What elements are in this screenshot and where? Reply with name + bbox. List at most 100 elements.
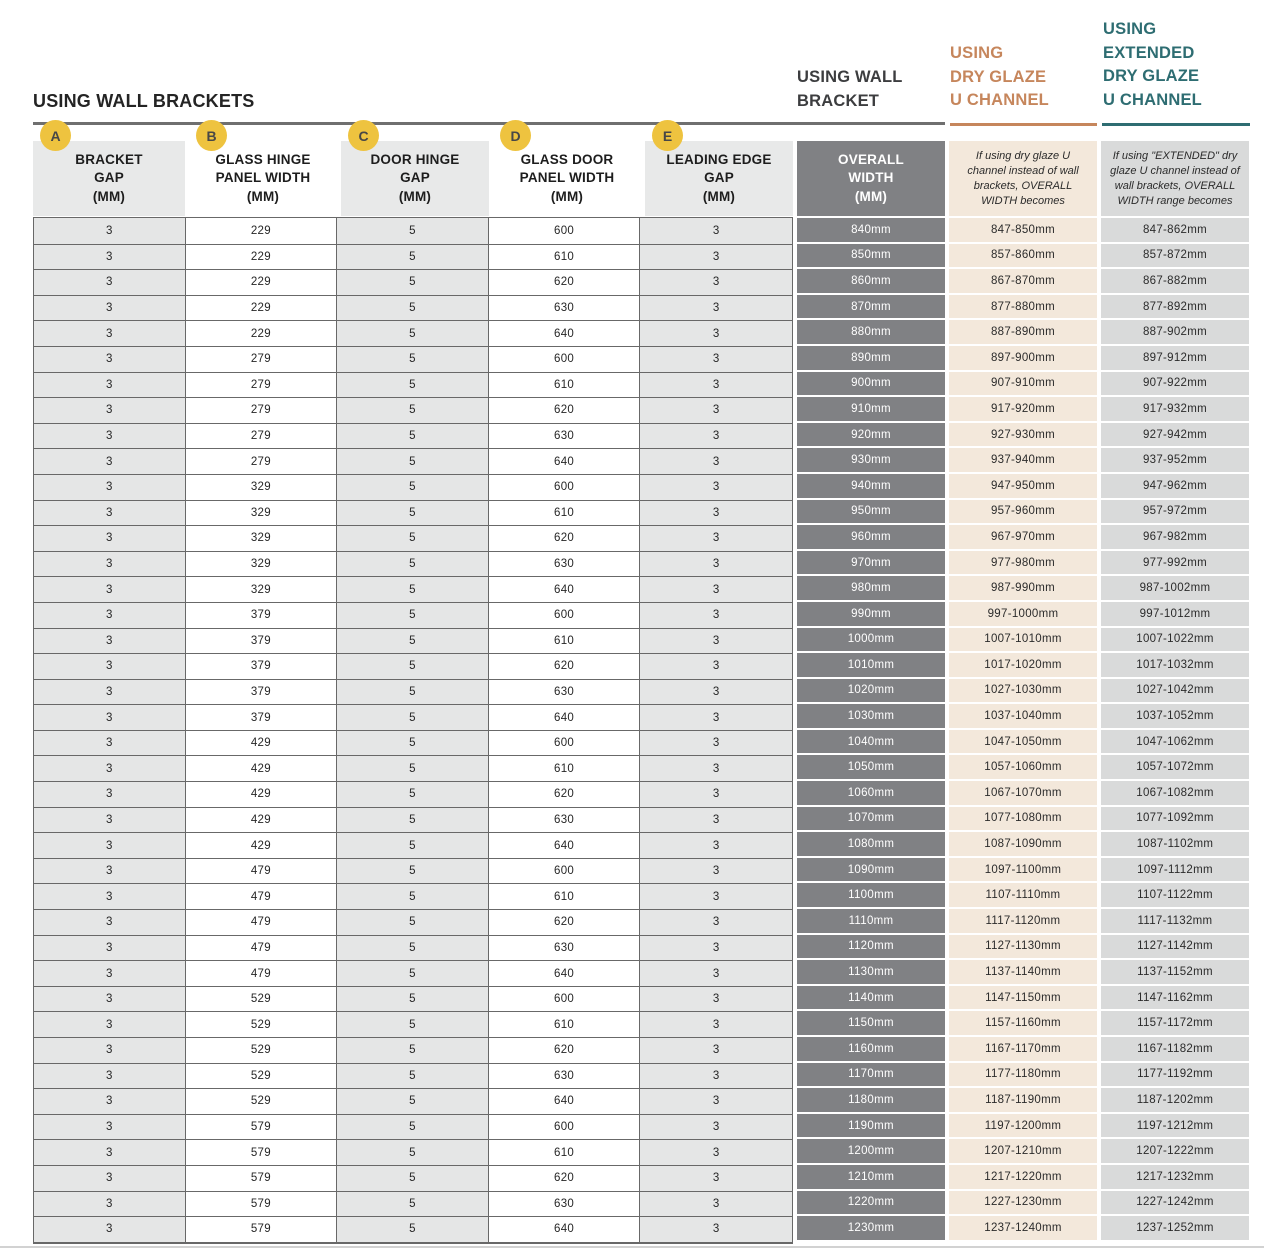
cell-door-hinge-gap: 5 xyxy=(337,577,489,602)
cell-leading-edge-gap: 3 xyxy=(640,526,792,551)
cell-extended-dry-glaze-width: 887-902mm xyxy=(1101,320,1249,346)
cell-glass-door-panel-width: 630 xyxy=(488,935,641,961)
cell-door-hinge-gap: 5 xyxy=(337,1089,489,1114)
cell-extended-dry-glaze-width: 1057-1072mm xyxy=(1101,755,1249,782)
cell-glass-hinge-panel-width: 229 xyxy=(185,321,338,346)
cell-glass-hinge-panel-width: 479 xyxy=(185,935,338,961)
cell-glass-hinge-panel-width: 579 xyxy=(185,1191,338,1217)
cell-bracket-gap: 3 xyxy=(34,449,186,474)
cell-extended-dry-glaze-width: 1047-1062mm xyxy=(1101,729,1249,756)
cell-bracket-gap: 3 xyxy=(34,1038,186,1063)
table-row: 3 329 5 600 3 xyxy=(34,473,792,500)
cell-glass-hinge-panel-width: 279 xyxy=(185,346,338,372)
cell-leading-edge-gap: 3 xyxy=(640,1012,792,1037)
cell-bracket-gap: 3 xyxy=(34,295,186,321)
table-row: 3 279 5 640 3 xyxy=(34,448,792,474)
cell-door-hinge-gap: 5 xyxy=(337,398,489,423)
cell-glass-hinge-panel-width: 579 xyxy=(185,1217,338,1242)
cell-overall-width: 1180mm xyxy=(797,1088,945,1114)
divider-wall-brackets xyxy=(33,122,945,125)
cell-glass-hinge-panel-width: 479 xyxy=(185,961,338,986)
cell-glass-door-panel-width: 600 xyxy=(488,602,641,628)
cell-extended-dry-glaze-width: 907-922mm xyxy=(1101,371,1249,398)
cell-bracket-gap: 3 xyxy=(34,1191,186,1217)
cell-glass-door-panel-width: 600 xyxy=(488,986,641,1012)
cell-extended-dry-glaze-width: 1217-1232mm xyxy=(1101,1164,1249,1191)
cell-glass-door-panel-width: 620 xyxy=(488,910,641,935)
cell-glass-door-panel-width: 630 xyxy=(488,1063,641,1089)
table-row: 3 479 5 640 3 xyxy=(34,960,792,986)
cell-glass-hinge-panel-width: 529 xyxy=(185,1063,338,1089)
cell-extended-dry-glaze-width: 1097-1112mm xyxy=(1101,857,1249,884)
cell-leading-edge-gap: 3 xyxy=(640,372,792,398)
cell-bracket-gap: 3 xyxy=(34,423,186,449)
cell-leading-edge-gap: 3 xyxy=(640,295,792,321)
header-bracket-gap: BRACKET GAP (MM) xyxy=(33,141,185,216)
cell-glass-hinge-panel-width: 329 xyxy=(185,551,338,577)
divider-extended-dry-glaze xyxy=(1102,123,1250,126)
cell-bracket-gap: 3 xyxy=(34,1165,186,1191)
cell-glass-hinge-panel-width: 279 xyxy=(185,372,338,398)
cell-glass-door-panel-width: 620 xyxy=(488,654,641,679)
cell-bracket-gap: 3 xyxy=(34,346,186,372)
cell-overall-width: 1130mm xyxy=(797,960,945,986)
cell-overall-width: 1090mm xyxy=(797,857,945,884)
cell-dry-glaze-width: 1147-1150mm xyxy=(949,985,1097,1012)
cell-door-hinge-gap: 5 xyxy=(337,449,489,474)
cell-door-hinge-gap: 5 xyxy=(337,833,489,858)
cell-bracket-gap: 3 xyxy=(34,782,186,807)
column-badge-c: C xyxy=(348,120,379,151)
table-row: 3 579 5 640 3 xyxy=(34,1216,792,1242)
cell-leading-edge-gap: 3 xyxy=(640,756,792,782)
header-leading-edge-gap: LEADING EDGE GAP (MM) xyxy=(645,141,793,216)
cell-bracket-gap: 3 xyxy=(34,756,186,782)
cell-door-hinge-gap: 5 xyxy=(337,346,489,372)
cell-extended-dry-glaze-width: 1227-1242mm xyxy=(1101,1190,1249,1217)
cell-glass-door-panel-width: 620 xyxy=(488,1038,641,1063)
cell-extended-dry-glaze-width: 1087-1102mm xyxy=(1101,832,1249,858)
header-glass-hinge-panel-width-label: GLASS HINGE PANEL WIDTH (MM) xyxy=(215,151,311,204)
cell-dry-glaze-width: 1057-1060mm xyxy=(949,755,1097,782)
cell-leading-edge-gap: 3 xyxy=(640,423,792,449)
cell-leading-edge-gap: 3 xyxy=(640,1063,792,1089)
cell-overall-width: 1110mm xyxy=(797,909,945,935)
cell-dry-glaze-width: 967-970mm xyxy=(949,525,1097,551)
cell-overall-width: 920mm xyxy=(797,422,945,449)
table-row: 3 279 5 630 3 xyxy=(34,422,792,449)
cell-overall-width: 1030mm xyxy=(797,704,945,730)
cell-leading-edge-gap: 3 xyxy=(640,577,792,602)
cell-glass-door-panel-width: 620 xyxy=(488,526,641,551)
page-title: USING WALL BRACKETS xyxy=(33,91,255,111)
cell-glass-door-panel-width: 620 xyxy=(488,270,641,295)
cell-dry-glaze-width: 927-930mm xyxy=(949,422,1097,449)
cell-overall-width: 1160mm xyxy=(797,1037,945,1063)
cell-glass-door-panel-width: 610 xyxy=(488,1140,641,1165)
cell-dry-glaze-width: 1077-1080mm xyxy=(949,806,1097,833)
header-overall-width-label: OVERALL WIDTH (MM) xyxy=(838,151,904,204)
cell-glass-door-panel-width: 620 xyxy=(488,398,641,423)
cell-extended-dry-glaze-width: 1167-1182mm xyxy=(1101,1037,1249,1063)
cell-extended-dry-glaze-width: 927-942mm xyxy=(1101,422,1249,449)
cell-extended-dry-glaze-width: 997-1012mm xyxy=(1101,601,1249,628)
cell-leading-edge-gap: 3 xyxy=(640,679,792,705)
cell-glass-hinge-panel-width: 429 xyxy=(185,782,338,807)
cell-overall-width: 1070mm xyxy=(797,806,945,833)
cell-dry-glaze-width: 1177-1180mm xyxy=(949,1062,1097,1089)
cell-leading-edge-gap: 3 xyxy=(640,321,792,346)
cell-leading-edge-gap: 3 xyxy=(640,807,792,833)
cell-door-hinge-gap: 5 xyxy=(337,935,489,961)
cell-extended-dry-glaze-width: 847-862mm xyxy=(1101,218,1249,244)
cell-leading-edge-gap: 3 xyxy=(640,986,792,1012)
cell-bracket-gap: 3 xyxy=(34,961,186,986)
cell-glass-hinge-panel-width: 429 xyxy=(185,756,338,782)
cell-bracket-gap: 3 xyxy=(34,858,186,884)
cell-dry-glaze-width: 1237-1240mm xyxy=(949,1216,1097,1242)
cell-glass-door-panel-width: 640 xyxy=(488,577,641,602)
cell-glass-door-panel-width: 630 xyxy=(488,423,641,449)
cell-overall-width: 1050mm xyxy=(797,755,945,782)
cell-extended-dry-glaze-width: 987-1002mm xyxy=(1101,576,1249,602)
cell-extended-dry-glaze-width: 1237-1252mm xyxy=(1101,1216,1249,1242)
cell-door-hinge-gap: 5 xyxy=(337,807,489,833)
cell-extended-dry-glaze-width: 857-872mm xyxy=(1101,243,1249,270)
cell-leading-edge-gap: 3 xyxy=(640,1114,792,1140)
